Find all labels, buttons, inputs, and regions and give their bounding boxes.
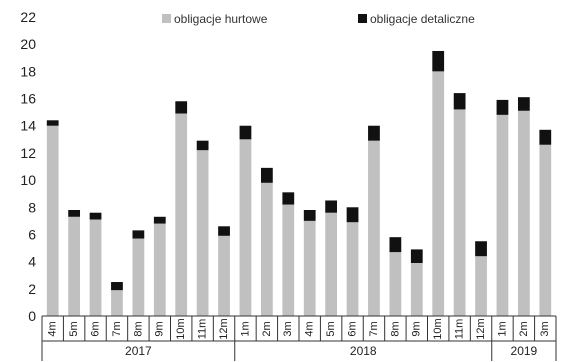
bar-segment-detaliczne — [517, 97, 530, 111]
bar-segment-detaliczne — [303, 209, 316, 221]
x-category-label: 3m — [539, 321, 551, 336]
x-category-label: 9m — [411, 321, 423, 336]
bar-segment-hurtowe — [389, 252, 402, 316]
y-tick-label: 0 — [28, 308, 36, 324]
bar-segment-detaliczne — [196, 140, 209, 151]
y-tick-label: 16 — [20, 91, 36, 107]
x-category-label: 1m — [239, 321, 251, 336]
y-tick-label: 2 — [28, 281, 36, 297]
bar-segment-hurtowe — [346, 222, 359, 316]
x-category-label: 4m — [47, 321, 59, 336]
legend-swatch-obligacje-hurtowe — [162, 14, 171, 23]
x-axis: 4m 5m 6m 7m 8m 9m 10m 11m 12m 1m 2m 3m 4m 5m 6m 7m 8m 9m 1… — [41, 315, 557, 361]
y-tick-label: 22 — [20, 9, 36, 25]
bar-segment-detaliczne — [68, 209, 81, 217]
x-category-label: 10m — [175, 318, 187, 339]
legend: obligacje hurtowe obligacje detaliczne — [162, 12, 475, 26]
bar-segment-detaliczne — [389, 237, 402, 253]
y-tick-label: 20 — [20, 36, 36, 52]
x-category-label: 9m — [154, 321, 166, 336]
x-category-label: 7m — [368, 321, 380, 336]
bar-segment-hurtowe — [517, 110, 530, 316]
legend-label-obligacje-hurtowe: obligacje hurtowe — [174, 12, 268, 26]
bar-segment-detaliczne — [260, 167, 273, 183]
y-axis-ticks: 0 2 4 6 8 10 12 14 16 18 20 22 — [20, 9, 36, 324]
x-category-label: 2m — [518, 321, 530, 336]
bar-segment-hurtowe — [196, 150, 209, 316]
x-category-label: 11m — [454, 319, 466, 340]
x-category-label: 5m — [68, 321, 80, 336]
year-label: 2019 — [511, 344, 538, 358]
bar-segment-detaliczne — [132, 230, 145, 239]
bar-segment-hurtowe — [218, 235, 230, 316]
bar-segment-detaliczne — [453, 93, 466, 110]
x-category-label: 10m — [432, 318, 444, 339]
x-category-label: 1m — [496, 321, 508, 336]
legend-label-obligacje-detaliczne: obligacje detaliczne — [370, 12, 475, 26]
year-label: 2017 — [125, 344, 152, 358]
bar-segment-hurtowe — [496, 114, 509, 316]
bar-segment-hurtowe — [68, 216, 81, 316]
y-tick-label: 14 — [20, 118, 36, 134]
x-category-label: 2m — [261, 321, 273, 336]
x-category-label: 12m — [218, 318, 230, 339]
bar-segment-hurtowe — [325, 212, 338, 316]
x-category-label: 11m — [197, 319, 209, 340]
x-category-label: 7m — [111, 321, 123, 336]
bar-segment-hurtowe — [260, 182, 273, 316]
y-tick-label: 18 — [20, 63, 36, 79]
year-label: 2018 — [350, 344, 377, 358]
x-category-label: 5m — [325, 321, 337, 336]
y-tick-label: 6 — [28, 226, 36, 242]
y-tick-label: 12 — [20, 145, 36, 161]
x-category-label: 4m — [304, 321, 316, 336]
bar-segment-detaliczne — [175, 101, 188, 114]
y-tick-label: 4 — [28, 254, 36, 270]
bar-segment-hurtowe — [432, 71, 445, 316]
bar-segment-detaliczne — [89, 212, 102, 220]
y-tick-label: 8 — [28, 199, 36, 215]
bar-segment-detaliczne — [111, 282, 123, 291]
bar-segment-hurtowe — [132, 238, 145, 316]
bar-segment-hurtowe — [539, 144, 552, 316]
bar-segment-hurtowe — [153, 223, 166, 316]
y-tick-label: 10 — [20, 172, 36, 188]
x-category-label: 8m — [389, 321, 401, 336]
bar-segment-hurtowe — [111, 290, 123, 316]
x-category-label: 6m — [89, 321, 101, 336]
x-category-label: 8m — [132, 321, 144, 336]
bar-segment-detaliczne — [432, 50, 445, 72]
bar-segment-hurtowe — [475, 256, 487, 316]
bar-segment-detaliczne — [218, 226, 230, 236]
bar-segment-hurtowe — [303, 220, 316, 316]
bar-segment-detaliczne — [153, 216, 166, 224]
legend-swatch-obligacje-detaliczne — [358, 14, 367, 23]
bar-segment-detaliczne — [346, 207, 359, 223]
bar-segment-detaliczne — [46, 120, 59, 126]
bar-segment-hurtowe — [89, 219, 102, 316]
bar-segment-detaliczne — [410, 249, 423, 263]
bars — [46, 50, 552, 317]
bar-segment-detaliczne — [475, 241, 487, 257]
bar-segment-hurtowe — [46, 125, 59, 317]
bar-segment-hurtowe — [368, 140, 380, 316]
bar-segment-detaliczne — [539, 129, 552, 145]
bar-segment-detaliczne — [239, 125, 252, 140]
x-category-label: 12m — [475, 318, 487, 339]
bar-segment-hurtowe — [239, 139, 252, 316]
x-category-label: 6m — [346, 321, 358, 336]
bar-segment-detaliczne — [325, 200, 338, 213]
bar-segment-hurtowe — [453, 109, 466, 316]
bar-segment-hurtowe — [175, 113, 188, 316]
bar-segment-detaliczne — [496, 99, 509, 115]
bar-segment-hurtowe — [410, 262, 423, 316]
bar-segment-detaliczne — [282, 192, 295, 205]
bar-segment-detaliczne — [368, 125, 380, 141]
x-category-label: 3m — [282, 321, 294, 336]
bar-segment-hurtowe — [282, 204, 295, 316]
